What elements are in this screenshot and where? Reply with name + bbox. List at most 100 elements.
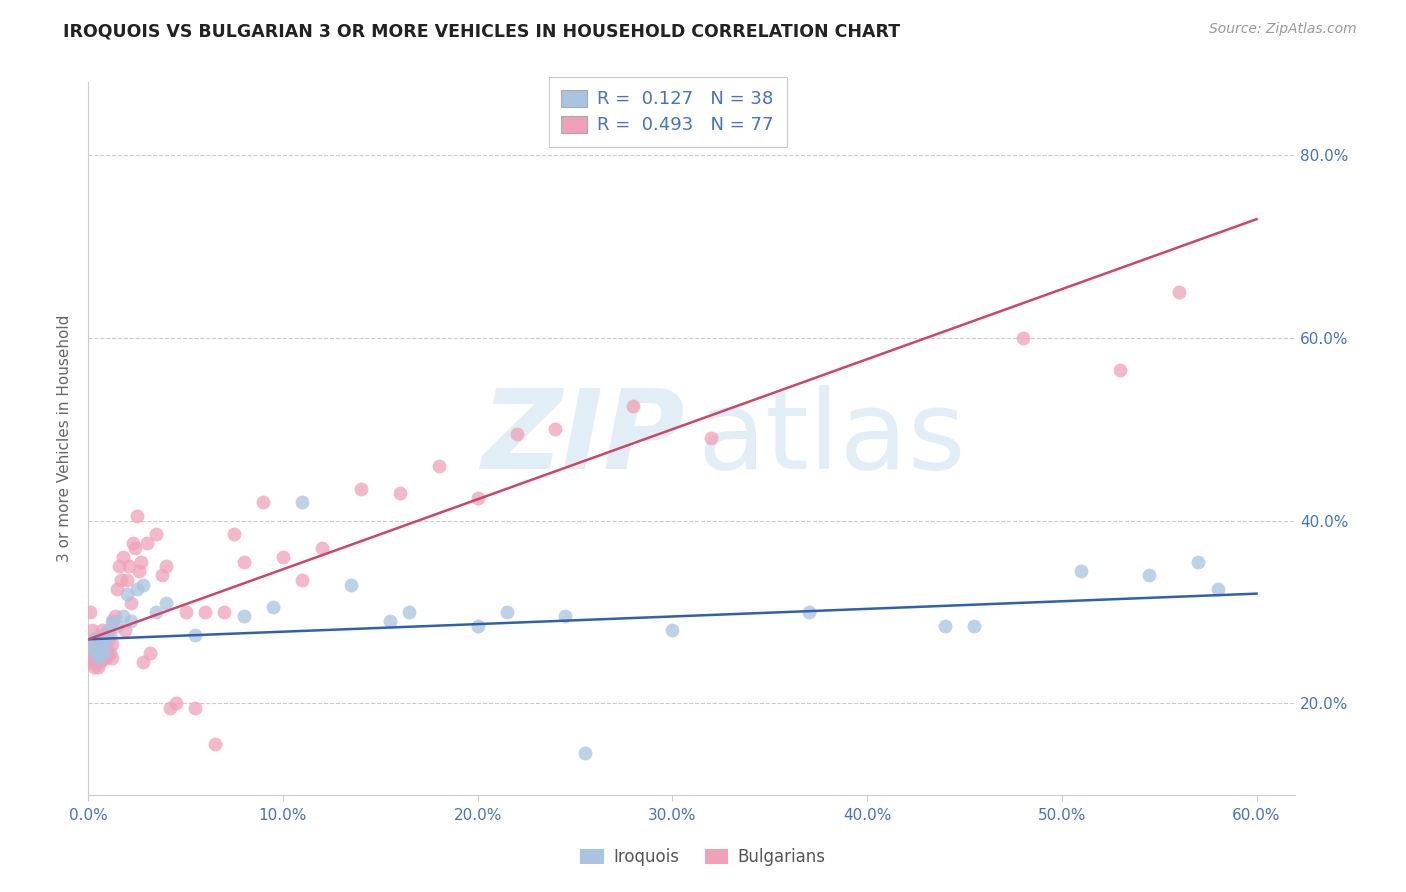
Point: [108, 559, 131, 574]
Point: [184, 628, 207, 642]
Point: [224, 527, 246, 541]
Point: [124, 541, 146, 555]
Point: [87, 646, 110, 660]
Point: [139, 646, 162, 660]
Point: [505, 426, 527, 441]
Point: [252, 495, 274, 509]
Point: [350, 482, 373, 496]
Point: [661, 623, 683, 637]
Point: [89, 632, 111, 647]
Legend: R =  0.127   N = 38, R =  0.493   N = 77: R = 0.127 N = 38, R = 0.493 N = 77: [548, 77, 786, 147]
Point: [79, 605, 101, 619]
Text: IROQUOIS VS BULGARIAN 3 OR MORE VEHICLES IN HOUSEHOLD CORRELATION CHART: IROQUOIS VS BULGARIAN 3 OR MORE VEHICLES…: [63, 22, 900, 40]
Point: [291, 495, 314, 509]
Point: [79, 637, 101, 651]
Point: [100, 614, 122, 628]
Point: [262, 600, 284, 615]
Point: [83, 659, 105, 673]
Point: [120, 614, 142, 628]
Point: [104, 609, 127, 624]
Point: [291, 573, 314, 587]
Point: [122, 536, 145, 550]
Point: [79, 655, 101, 669]
Point: [100, 650, 122, 665]
Point: [93, 650, 115, 665]
Point: [84, 646, 107, 660]
Point: [80, 650, 103, 665]
Point: [89, 637, 111, 651]
Point: [963, 618, 986, 632]
Point: [135, 536, 157, 550]
Point: [114, 623, 136, 637]
Point: [155, 596, 177, 610]
Point: [340, 577, 363, 591]
Point: [214, 605, 236, 619]
Point: [165, 696, 187, 710]
Point: [98, 646, 121, 660]
Point: [83, 632, 105, 647]
Point: [467, 491, 489, 505]
Point: [125, 582, 148, 596]
Point: [232, 555, 254, 569]
Point: [131, 655, 153, 669]
Point: [145, 605, 167, 619]
Point: [1011, 331, 1033, 345]
Point: [84, 632, 107, 647]
Point: [174, 605, 197, 619]
Point: [87, 637, 110, 651]
Point: [84, 655, 107, 669]
Point: [467, 618, 489, 632]
Y-axis label: 3 or more Vehicles in Household: 3 or more Vehicles in Household: [58, 315, 72, 562]
Point: [427, 458, 450, 473]
Point: [129, 555, 152, 569]
Point: [115, 573, 138, 587]
Point: [89, 646, 111, 660]
Point: [83, 632, 105, 647]
Point: [94, 632, 117, 647]
Point: [83, 646, 105, 660]
Point: [120, 596, 142, 610]
Point: [100, 637, 122, 651]
Point: [97, 632, 120, 647]
Point: [574, 747, 596, 761]
Point: [1167, 285, 1189, 300]
Point: [105, 618, 128, 632]
Point: [128, 564, 150, 578]
Point: [115, 587, 138, 601]
Point: [90, 623, 112, 637]
Point: [1206, 582, 1229, 596]
Point: [388, 486, 411, 500]
Point: [378, 614, 401, 628]
Point: [398, 605, 420, 619]
Point: [94, 637, 117, 651]
Point: [97, 646, 120, 660]
Point: [495, 605, 517, 619]
Point: [103, 614, 125, 628]
Text: ZIP: ZIP: [482, 384, 686, 491]
Text: atlas: atlas: [697, 384, 966, 491]
Point: [87, 650, 110, 665]
Point: [98, 628, 121, 642]
Point: [934, 618, 956, 632]
Point: [112, 609, 135, 624]
Point: [184, 701, 207, 715]
Point: [1070, 564, 1092, 578]
Point: [797, 605, 820, 619]
Text: Source: ZipAtlas.com: Source: ZipAtlas.com: [1209, 22, 1357, 37]
Point: [112, 550, 135, 565]
Point: [271, 550, 294, 565]
Point: [621, 400, 644, 414]
Point: [544, 422, 567, 436]
Point: [150, 568, 173, 582]
Point: [80, 623, 103, 637]
Point: [554, 609, 576, 624]
Point: [204, 737, 226, 751]
Point: [145, 527, 167, 541]
Point: [125, 508, 148, 523]
Point: [90, 637, 112, 651]
Point: [80, 641, 103, 656]
Point: [94, 650, 117, 665]
Legend: Iroquois, Bulgarians: Iroquois, Bulgarians: [574, 842, 832, 873]
Point: [159, 701, 181, 715]
Point: [105, 582, 128, 596]
